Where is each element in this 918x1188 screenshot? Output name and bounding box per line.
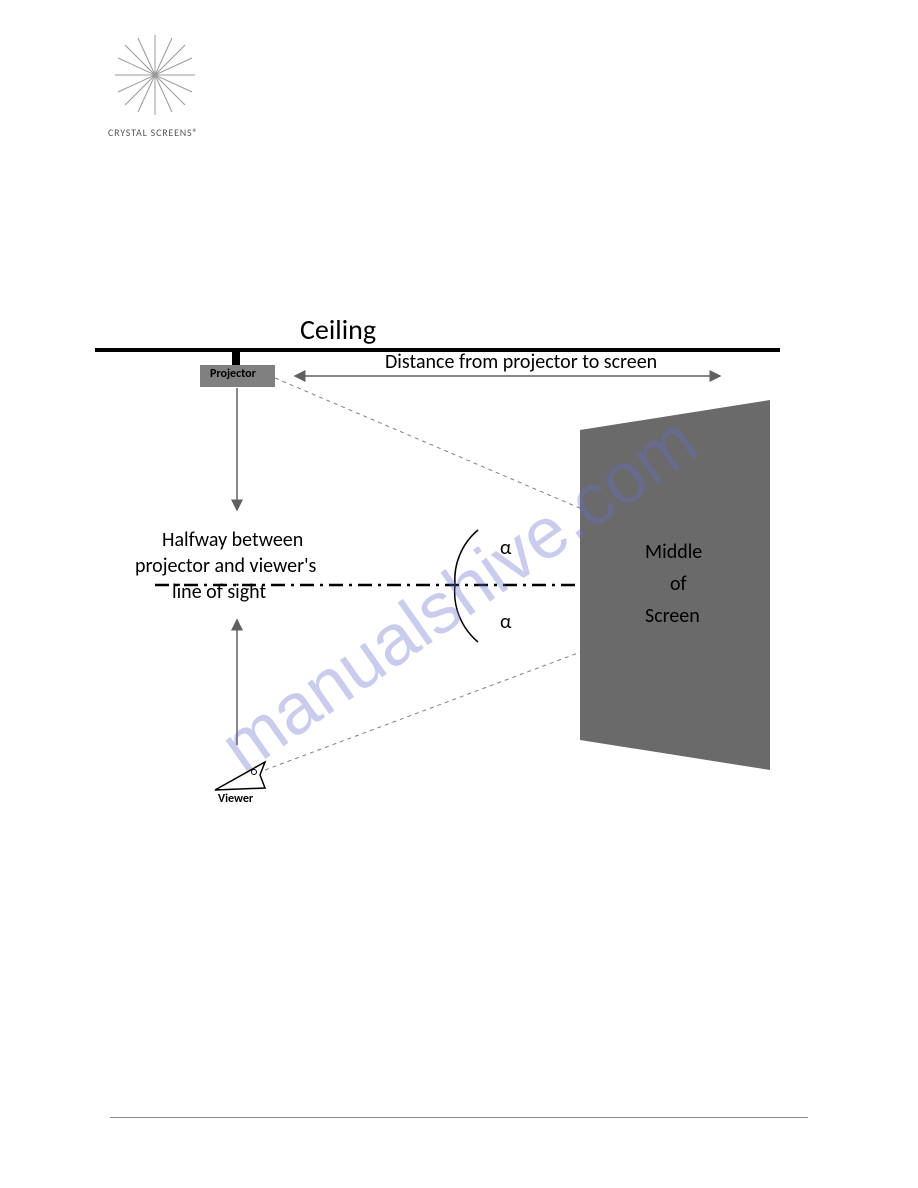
halfway-label-1: Halfway between	[162, 528, 303, 552]
alpha-arc-top	[455, 530, 478, 585]
alpha-top-label: α	[500, 536, 511, 560]
halfway-label-2: projector and viewer's	[135, 554, 316, 578]
distance-label: Distance from projector to screen	[385, 350, 657, 374]
screen-label-1: Middle	[645, 540, 702, 564]
screen-label-2: of	[670, 572, 687, 596]
projector-label: Projector	[210, 367, 256, 381]
alpha-arc-bottom	[455, 585, 478, 642]
projector-mount	[232, 350, 240, 365]
viewer-icon	[215, 762, 265, 790]
alpha-bottom-label: α	[500, 610, 511, 634]
ceiling-label: Ceiling	[300, 312, 376, 347]
halfway-label-3: line of sight	[172, 580, 266, 604]
footer-rule	[110, 1117, 808, 1118]
installation-diagram	[0, 0, 918, 1188]
screen-label-3: Screen	[645, 604, 700, 628]
viewer-label: Viewer	[218, 792, 253, 806]
